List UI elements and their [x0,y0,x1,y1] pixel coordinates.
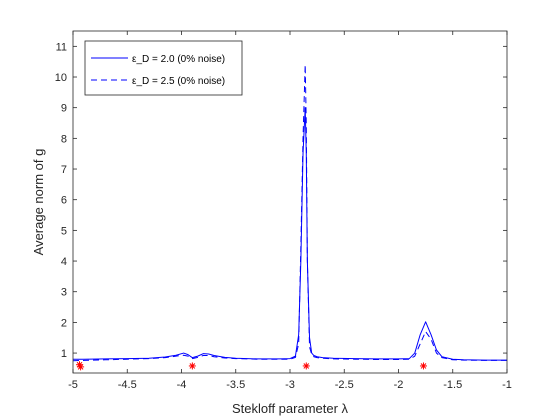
x-tick-label: -4 [177,379,187,391]
reference-marker [188,362,196,370]
y-tick-label: 8 [61,133,67,145]
x-tick-label: -2 [394,379,404,391]
y-tick-label: 5 [61,225,67,237]
legend-label-series-2: ε_D = 2.5 (0% noise) [132,76,225,87]
x-tick-label: -1.5 [443,379,462,391]
x-tick-label: -3.5 [226,379,245,391]
y-tick-label: 1 [61,348,67,360]
y-tick-label: 9 [61,103,67,115]
y-axis-label: Average norm of g [31,149,46,256]
series-layer [72,64,507,362]
y-tick-label: 4 [61,256,67,268]
marker-layer [76,361,427,371]
reference-marker [419,362,427,370]
x-axis-label: Stekloff parameter λ [232,401,349,416]
x-tick-label: -3 [285,379,295,391]
y-axis-ticks: 1 2 3 4 5 6 7 8 9 10 11 [55,41,507,360]
x-axis-ticks: -5 -4.5 -4 -3.5 -3 -2.5 -2 -1.5 -1 [68,31,512,391]
y-tick-label: 7 [61,164,67,176]
series-line-1 [73,107,507,361]
y-tick-label: 11 [56,41,67,53]
y-tick-label: 6 [61,195,67,207]
reference-marker [302,362,310,370]
series-line-2 [72,64,507,362]
x-tick-label: -5 [68,379,78,391]
y-tick-label: 2 [61,317,67,329]
reference-marker [77,363,85,371]
x-tick-label: -1 [502,379,512,391]
y-tick-label: 3 [61,287,67,299]
x-tick-label: -2.5 [335,379,354,391]
legend-box [84,40,243,96]
legend: ε_D = 2.0 (0% noise) ε_D = 2.5 (0% noise… [84,40,243,96]
legend-label-series-1: ε_D = 2.0 (0% noise) [132,54,225,65]
y-tick-label: 10 [55,72,67,84]
x-tick-label: -4.5 [118,379,137,391]
